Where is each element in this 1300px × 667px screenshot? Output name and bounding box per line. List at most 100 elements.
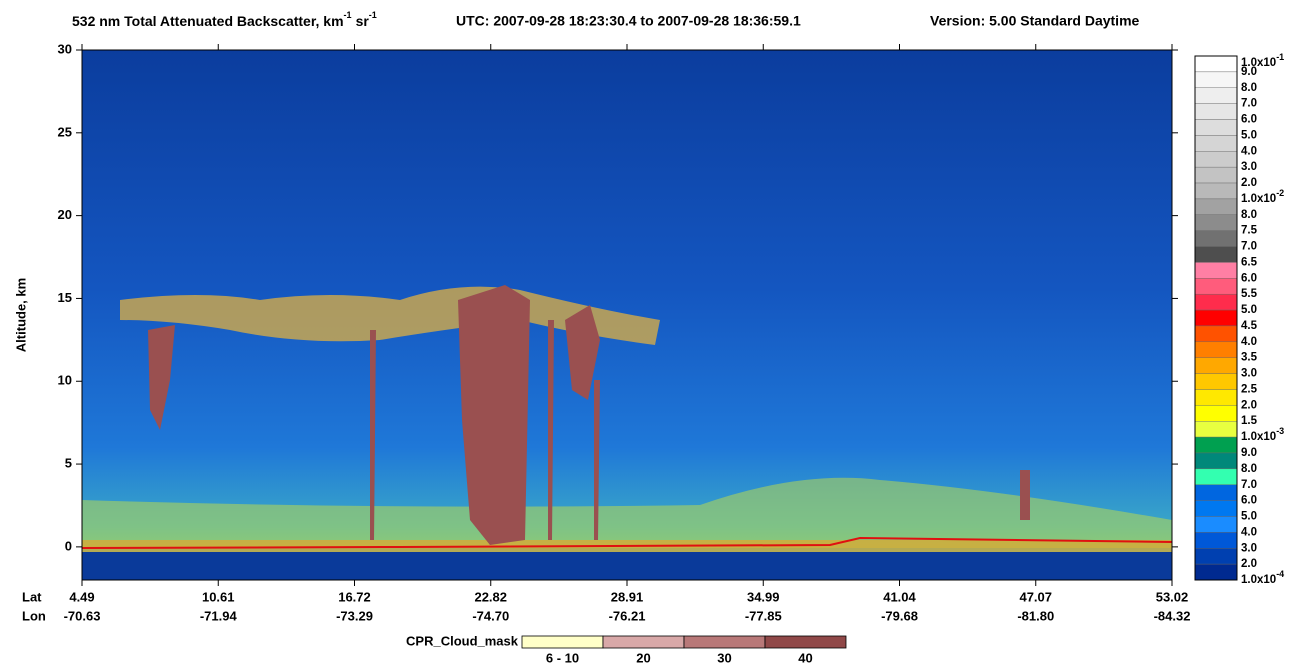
lon-label: -70.63 [64, 608, 101, 623]
lon-label: -76.21 [609, 608, 646, 623]
colorbar-label: 4.5 [1241, 320, 1258, 332]
colorbar-swatch [1194, 373, 1238, 390]
colorbar-label: 3.0 [1241, 542, 1257, 554]
colorbar-exp: -1 [1276, 52, 1284, 62]
lon-label: -73.29 [336, 608, 373, 623]
title-exp: -1 [344, 10, 352, 20]
colorbar-swatch [1194, 516, 1238, 533]
lon-label: -77.85 [745, 608, 782, 623]
colorbar-label: 5.5 [1241, 288, 1258, 300]
colorbar-swatch [1194, 87, 1238, 104]
cpr-swatch [683, 635, 766, 649]
colorbar-label: 6.5 [1241, 256, 1258, 268]
y-tick-label: 25 [58, 124, 72, 139]
cpr-label: 30 [717, 650, 731, 665]
y-tick-label: 20 [58, 207, 72, 222]
colorbar-label: 8.0 [1241, 463, 1257, 475]
colorbar-label: 4.0 [1241, 145, 1257, 157]
colorbar-label: 5.0 [1241, 129, 1257, 141]
colorbar-label: 2.5 [1241, 383, 1258, 395]
colorbar-swatch [1194, 532, 1238, 549]
colorbar-swatch [1194, 262, 1238, 279]
colorbar-swatch [1194, 230, 1238, 247]
lat-label: 4.49 [69, 589, 94, 604]
colorbar-label: 7.0 [1241, 241, 1257, 253]
colorbar-label: 4.0 [1241, 336, 1257, 348]
colorbar-label: 6.0 [1241, 114, 1257, 126]
colorbar-swatch [1194, 484, 1238, 501]
colorbar-label: 8.0 [1241, 82, 1257, 94]
cpr-label: 20 [636, 650, 650, 665]
lat-label: 41.04 [883, 589, 916, 604]
utc-range: UTC: 2007-09-28 18:23:30.4 to 2007-09-28… [456, 13, 801, 29]
row-label: Lon [22, 608, 46, 623]
colorbar-label: 3.5 [1241, 352, 1258, 364]
colorbar-label: 7.0 [1241, 479, 1257, 491]
colorbar-label: 5.0 [1241, 304, 1257, 316]
colorbar-label: 1.0x10-2 [1241, 188, 1284, 205]
title-unit: sr [356, 13, 370, 29]
lon-label: -84.32 [1154, 608, 1191, 623]
colorbar-swatch [1194, 309, 1238, 327]
colorbar-swatch [1194, 341, 1238, 358]
title-exp: -1 [369, 10, 377, 20]
lat-label: 16.72 [338, 589, 371, 604]
lon-label: -71.94 [200, 608, 238, 623]
y-tick-label: 30 [58, 41, 72, 56]
colorbar-label: 6.0 [1241, 495, 1257, 507]
colorbar-mantissa: 1.0x10 [1241, 57, 1276, 69]
colorbar-swatch [1194, 198, 1238, 215]
colorbar-swatch [1194, 151, 1238, 168]
colorbar-label: 2.0 [1241, 399, 1257, 411]
y-tick-label: 10 [58, 373, 72, 388]
colorbar-swatch [1194, 563, 1238, 581]
colorbar-swatch [1194, 436, 1238, 454]
colorbar-swatch [1194, 325, 1238, 343]
colorbar-swatch [1194, 405, 1238, 422]
y-axis-label: Altitude, km [13, 278, 28, 352]
colorbar-swatch [1194, 71, 1238, 88]
lat-label: 10.61 [202, 589, 235, 604]
colorbar-exp: -2 [1276, 188, 1284, 198]
colorbar-label: 1.0x10-4 [1241, 569, 1284, 586]
y-tick-label: 5 [65, 456, 72, 471]
colorbar-swatch [1194, 166, 1238, 184]
row-label: Lat [22, 589, 42, 604]
colorbar-swatch [1194, 500, 1238, 517]
cpr-label: 6 - 10 [546, 650, 579, 665]
colorbar-swatch [1194, 214, 1238, 231]
colorbar-label: 4.0 [1241, 526, 1257, 538]
lon-label: -79.68 [881, 608, 918, 623]
colorbar-swatch [1194, 389, 1238, 406]
colorbar-swatch [1194, 55, 1238, 73]
colorbar-swatch [1194, 357, 1238, 374]
colorbar-swatch [1194, 421, 1238, 438]
cloud-mask [148, 325, 175, 430]
cpr-title: CPR_Cloud_mask [406, 633, 519, 648]
boundary-layer [82, 477, 1172, 548]
colorbar-swatch [1194, 119, 1238, 136]
colorbar-exp: -3 [1276, 426, 1284, 436]
colorbar-swatch [1194, 182, 1238, 200]
cpr-label: 40 [798, 650, 812, 665]
colorbar-label: 3.0 [1241, 161, 1257, 173]
colorbar-swatch [1194, 103, 1238, 120]
cpr-swatch [764, 635, 847, 649]
colorbar-label: 8.0 [1241, 209, 1257, 221]
colorbar-swatch [1194, 246, 1238, 263]
cpr-swatch [521, 635, 604, 649]
colorbar-swatch [1194, 548, 1238, 565]
colorbar-label: 2.0 [1241, 558, 1257, 570]
cpr-swatch [602, 635, 685, 649]
lat-label: 53.02 [1156, 589, 1189, 604]
lat-label: 28.91 [611, 589, 644, 604]
colorbar-label: 5.0 [1241, 511, 1257, 523]
colorbar-label: 7.0 [1241, 98, 1257, 110]
colorbar-label: 3.0 [1241, 368, 1257, 380]
lon-label: -81.80 [1017, 608, 1054, 623]
colorbar-label: 6.0 [1241, 272, 1257, 284]
y-tick-label: 15 [58, 290, 72, 305]
lon-label: -74.70 [472, 608, 509, 623]
cpr-legend: CPR_Cloud_mask 6 - 10 20 30 40 [406, 633, 847, 665]
